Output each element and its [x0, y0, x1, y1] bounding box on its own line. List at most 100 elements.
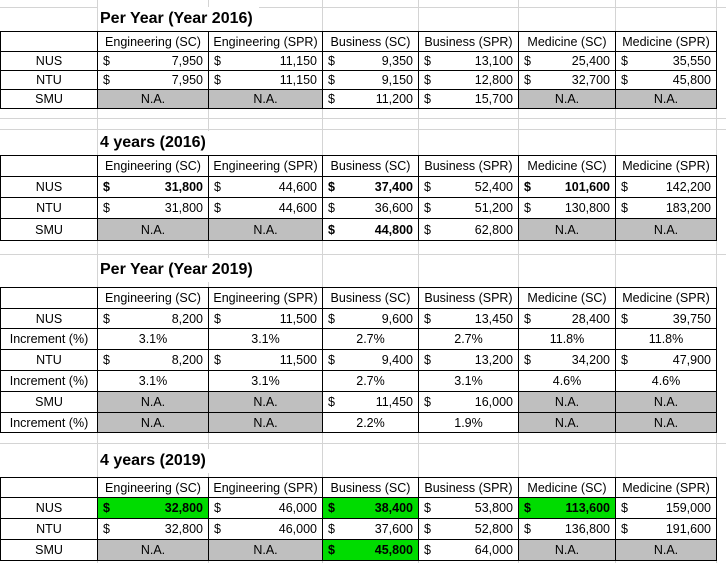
column-header[interactable]: Engineering (SC): [97, 155, 209, 177]
money-cell[interactable]: $52,800: [418, 518, 519, 540]
na-cell[interactable]: N.A.: [518, 218, 616, 241]
row-label[interactable]: Increment (%): [0, 370, 98, 392]
percent-cell[interactable]: 3.1%: [97, 328, 209, 350]
column-header[interactable]: Business (SPR): [418, 287, 519, 309]
na-cell[interactable]: N.A.: [208, 89, 323, 109]
na-cell[interactable]: N.A.: [97, 391, 209, 413]
money-cell[interactable]: $136,800: [518, 518, 616, 540]
percent-cell[interactable]: 4.6%: [615, 370, 717, 392]
column-header[interactable]: Engineering (SPR): [208, 477, 323, 498]
money-cell[interactable]: $113,600: [518, 497, 616, 519]
money-cell[interactable]: $11,450: [322, 391, 419, 413]
percent-cell[interactable]: 1.9%: [418, 412, 519, 433]
money-cell[interactable]: $11,150: [208, 51, 323, 71]
na-cell[interactable]: N.A.: [615, 218, 717, 241]
column-header[interactable]: Medicine (SC): [518, 477, 616, 498]
column-header[interactable]: Business (SPR): [418, 477, 519, 498]
money-cell[interactable]: $9,150: [322, 70, 419, 90]
money-cell[interactable]: $38,400: [322, 497, 419, 519]
row-label[interactable]: NTU: [0, 197, 98, 219]
row-label[interactable]: SMU: [0, 218, 98, 241]
money-cell[interactable]: $8,200: [97, 308, 209, 329]
money-cell[interactable]: $11,200: [322, 89, 419, 109]
money-cell[interactable]: $16,000: [418, 391, 519, 413]
column-header[interactable]: Medicine (SC): [518, 155, 616, 177]
money-cell[interactable]: $183,200: [615, 197, 717, 219]
row-label[interactable]: NUS: [0, 51, 98, 71]
percent-cell[interactable]: 3.1%: [97, 370, 209, 392]
money-cell[interactable]: $53,800: [418, 497, 519, 519]
percent-cell[interactable]: 2.7%: [418, 328, 519, 350]
percent-cell[interactable]: 2.2%: [322, 412, 419, 433]
money-cell[interactable]: $37,400: [322, 176, 419, 198]
money-cell[interactable]: $11,500: [208, 308, 323, 329]
row-label[interactable]: Increment (%): [0, 328, 98, 350]
column-header[interactable]: Business (SPR): [418, 155, 519, 177]
money-cell[interactable]: $11,500: [208, 349, 323, 371]
column-header[interactable]: Business (SC): [322, 477, 419, 498]
corner-cell[interactable]: [0, 287, 98, 309]
na-cell[interactable]: N.A.: [615, 89, 717, 109]
column-header[interactable]: Engineering (SC): [97, 287, 209, 309]
money-cell[interactable]: $101,600: [518, 176, 616, 198]
money-cell[interactable]: $37,600: [322, 518, 419, 540]
row-label[interactable]: NTU: [0, 349, 98, 371]
money-cell[interactable]: $39,750: [615, 308, 717, 329]
column-header[interactable]: Business (SC): [322, 287, 419, 309]
money-cell[interactable]: $46,000: [208, 497, 323, 519]
na-cell[interactable]: N.A.: [615, 539, 717, 561]
percent-cell[interactable]: 2.7%: [322, 328, 419, 350]
money-cell[interactable]: $32,700: [518, 70, 616, 90]
corner-cell[interactable]: [0, 31, 98, 52]
money-cell[interactable]: $8,200: [97, 349, 209, 371]
column-header[interactable]: Medicine (SC): [518, 31, 616, 52]
na-cell[interactable]: N.A.: [97, 218, 209, 241]
money-cell[interactable]: $44,800: [322, 218, 419, 241]
money-cell[interactable]: $31,800: [97, 176, 209, 198]
column-header[interactable]: Engineering (SPR): [208, 31, 323, 52]
percent-cell[interactable]: 4.6%: [518, 370, 616, 392]
money-cell[interactable]: $45,800: [322, 539, 419, 561]
row-label[interactable]: NTU: [0, 70, 98, 90]
column-header[interactable]: Engineering (SC): [97, 477, 209, 498]
corner-cell[interactable]: [0, 155, 98, 177]
money-cell[interactable]: $142,200: [615, 176, 717, 198]
table-title[interactable]: 4 years (2019): [98, 449, 212, 473]
row-label[interactable]: NUS: [0, 176, 98, 198]
money-cell[interactable]: $7,950: [97, 51, 209, 71]
money-cell[interactable]: $32,800: [97, 518, 209, 540]
row-label[interactable]: NTU: [0, 518, 98, 540]
row-label[interactable]: NUS: [0, 308, 98, 329]
na-cell[interactable]: N.A.: [208, 539, 323, 561]
percent-cell[interactable]: 3.1%: [208, 370, 323, 392]
money-cell[interactable]: $9,400: [322, 349, 419, 371]
money-cell[interactable]: $64,000: [418, 539, 519, 561]
money-cell[interactable]: $44,600: [208, 197, 323, 219]
na-cell[interactable]: N.A.: [208, 218, 323, 241]
money-cell[interactable]: $46,000: [208, 518, 323, 540]
column-header[interactable]: Business (SC): [322, 155, 419, 177]
money-cell[interactable]: $159,000: [615, 497, 717, 519]
na-cell[interactable]: N.A.: [518, 89, 616, 109]
row-label[interactable]: SMU: [0, 391, 98, 413]
percent-cell[interactable]: 2.7%: [322, 370, 419, 392]
na-cell[interactable]: N.A.: [518, 391, 616, 413]
na-cell[interactable]: N.A.: [518, 412, 616, 433]
money-cell[interactable]: $7,950: [97, 70, 209, 90]
money-cell[interactable]: $31,800: [97, 197, 209, 219]
column-header[interactable]: Medicine (SC): [518, 287, 616, 309]
money-cell[interactable]: $52,400: [418, 176, 519, 198]
money-cell[interactable]: $35,550: [615, 51, 717, 71]
money-cell[interactable]: $34,200: [518, 349, 616, 371]
percent-cell[interactable]: 11.8%: [615, 328, 717, 350]
money-cell[interactable]: $11,150: [208, 70, 323, 90]
column-header[interactable]: Medicine (SPR): [615, 477, 717, 498]
money-cell[interactable]: $130,800: [518, 197, 616, 219]
row-label[interactable]: SMU: [0, 539, 98, 561]
money-cell[interactable]: $51,200: [418, 197, 519, 219]
money-cell[interactable]: $9,350: [322, 51, 419, 71]
money-cell[interactable]: $13,450: [418, 308, 519, 329]
na-cell[interactable]: N.A.: [615, 391, 717, 413]
money-cell[interactable]: $32,800: [97, 497, 209, 519]
table-title[interactable]: 4 years (2016): [98, 131, 212, 155]
